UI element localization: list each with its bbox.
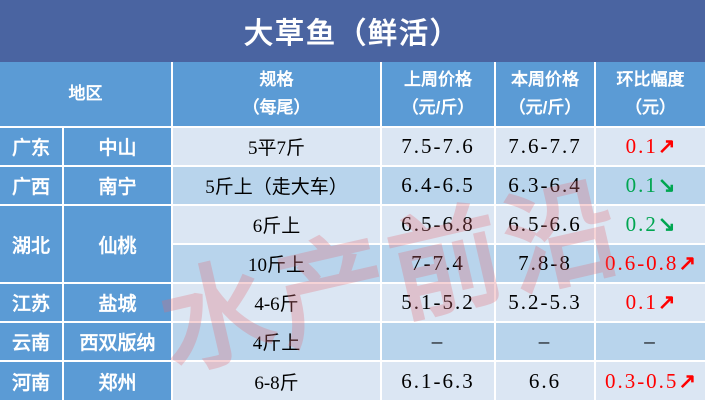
header-change: 环比幅度 （元） <box>594 62 705 128</box>
cell-spec: 5平7斤 <box>171 126 382 167</box>
header-last-week: 上周价格 （元/斤） <box>380 62 496 128</box>
cell-change: 0.6-0.8↗ <box>594 243 705 284</box>
cell-city: 盐城 <box>62 282 173 323</box>
change-value: 0.1 <box>625 134 658 158</box>
cell-province: 广东 <box>0 126 64 167</box>
cell-city: 郑州 <box>62 360 173 400</box>
cell-province: 广西 <box>0 165 64 206</box>
change-value: – <box>644 329 657 353</box>
change-value: 0.1 <box>625 290 658 314</box>
down-arrow-icon: ↘ <box>657 173 676 197</box>
cell-this-week: 5.2-5.3 <box>494 282 596 323</box>
cell-last-week: – <box>380 321 496 362</box>
price-table: 地区 规格 （每尾） 上周价格 （元/斤） 本周价格 （元/斤） 环比幅度 （元… <box>0 62 705 400</box>
cell-this-week: – <box>494 321 596 362</box>
down-arrow-icon: ↘ <box>657 212 676 236</box>
cell-last-week: 5.1-5.2 <box>380 282 496 323</box>
header-this-week: 本周价格 （元/斤） <box>494 62 596 128</box>
cell-province: 江苏 <box>0 282 64 323</box>
header-change-line2: （元） <box>625 98 676 117</box>
cell-city: 中山 <box>62 126 173 167</box>
cell-this-week: 6.6 <box>494 360 596 400</box>
cell-spec: 5斤上（走大车） <box>171 165 382 206</box>
table-row-guangdong: 广东 中山 5平7斤 7.5-7.6 7.6-7.7 0.1↗ <box>0 126 705 167</box>
header-region: 地区 <box>0 62 173 128</box>
header-change-line1: 环比幅度 <box>616 69 685 89</box>
header-spec-line2: （每尾） <box>242 98 311 117</box>
cell-province: 湖北 <box>0 204 64 284</box>
cell-city: 仙桃 <box>62 204 173 284</box>
cell-last-week: 6.5-6.8 <box>380 204 496 245</box>
up-arrow-icon: ↗ <box>657 290 676 314</box>
cell-spec: 4斤上 <box>171 321 382 362</box>
change-value: 0.2 <box>625 212 658 236</box>
cell-change: – <box>594 321 705 362</box>
cell-city: 西双版纳 <box>62 321 173 362</box>
change-value: 0.1 <box>625 173 658 197</box>
cell-change: 0.1↗ <box>594 282 705 323</box>
cell-last-week: 6.4-6.5 <box>380 165 496 206</box>
cell-this-week: 6.3-6.4 <box>494 165 596 206</box>
table-row-hubei-2: 10斤上 7-7.4 7.8-8 0.6-0.8↗ <box>0 243 705 284</box>
cell-change: 0.1↘ <box>594 165 705 206</box>
up-arrow-icon: ↗ <box>678 368 697 393</box>
header-last-week-line1: 上周价格 <box>404 69 472 89</box>
cell-spec: 6-8斤 <box>171 360 382 400</box>
up-arrow-icon: ↗ <box>657 134 676 158</box>
header-this-week-line2: （元/斤） <box>508 98 582 117</box>
cell-last-week: 6.1-6.3 <box>380 360 496 400</box>
cell-change: 0.2↘ <box>594 204 705 245</box>
table-row-guangxi: 广西 南宁 5斤上（走大车） 6.4-6.5 6.3-6.4 0.1↘ <box>0 165 705 206</box>
header-spec: 规格 （每尾） <box>171 62 382 128</box>
header-last-week-line2: （元/斤） <box>401 98 475 117</box>
cell-last-week: 7-7.4 <box>380 243 496 284</box>
up-arrow-icon: ↗ <box>678 251 697 275</box>
table-row-yunnan: 云南 西双版纳 4斤上 – – – <box>0 321 705 362</box>
cell-city: 南宁 <box>62 165 173 206</box>
table-row-hubei-1: 湖北 仙桃 6斤上 6.5-6.8 6.5-6.6 0.2↘ <box>0 204 705 284</box>
cell-last-week: 7.5-7.6 <box>380 126 496 167</box>
header-row: 地区 规格 （每尾） 上周价格 （元/斤） 本周价格 （元/斤） 环比幅度 （元… <box>0 62 705 128</box>
cell-this-week: 6.5-6.6 <box>494 204 596 245</box>
cell-province: 云南 <box>0 321 64 362</box>
header-spec-line1: 规格 <box>259 69 294 89</box>
header-this-week-line1: 本周价格 <box>511 69 579 89</box>
cell-change: 0.1↗ <box>594 126 705 167</box>
cell-spec: 4-6斤 <box>171 282 382 323</box>
table-row-jiangsu: 江苏 盐城 4-6斤 5.1-5.2 5.2-5.3 0.1↗ <box>0 282 705 323</box>
cell-province: 河南 <box>0 360 64 400</box>
cell-spec: 6斤上 <box>171 204 382 245</box>
change-value: 0.3-0.5 <box>604 368 679 393</box>
cell-change: 0.3-0.5↗ <box>594 360 705 400</box>
cell-spec: 10斤上 <box>172 243 382 284</box>
page-title: 大草鱼（鲜活） <box>0 0 705 62</box>
cell-this-week: 7.6-7.7 <box>494 126 596 167</box>
cell-this-week: 7.8-8 <box>494 243 596 284</box>
change-value: 0.6-0.8 <box>604 251 679 275</box>
table-row-henan: 河南 郑州 6-8斤 6.1-6.3 6.6 0.3-0.5↗ <box>0 360 705 400</box>
